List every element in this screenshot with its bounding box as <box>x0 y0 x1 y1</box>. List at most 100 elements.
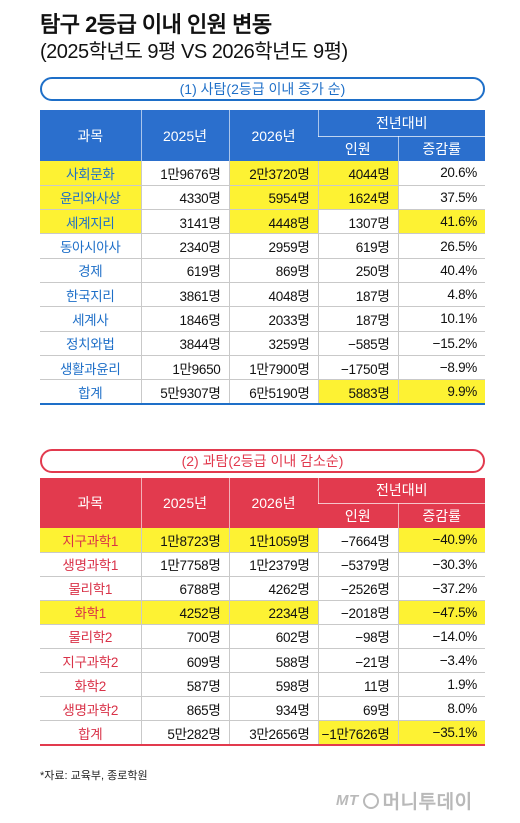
publisher-logo: MT 머니투데이 <box>336 787 473 814</box>
cell-rate: −37.2% <box>397 576 485 601</box>
cell-people: −7664명 <box>317 528 398 553</box>
header-rate: 증감률 <box>397 136 485 161</box>
table-row: 세계사 1846명 2033명 187명 10.1% <box>40 306 485 332</box>
table-row: 생명과학1 1만7758명 1만2379명 −5379명 −30.3% <box>40 552 485 577</box>
cell-rate: 40.4% <box>397 258 485 283</box>
header-people: 인원 <box>318 136 398 161</box>
cell-2025: 4252명 <box>140 600 229 625</box>
cell-people: 250명 <box>317 258 398 283</box>
logo-prefix: MT <box>336 792 359 809</box>
cell-2026: 1만2379명 <box>228 552 318 577</box>
cell-2025: 700명 <box>140 624 229 649</box>
cell-rate: −3.4% <box>397 648 485 674</box>
table-row: 생활과윤리 1만9650 1만7900명 −1750명 −8.9% <box>40 355 485 381</box>
cell-2025: 865명 <box>140 696 229 722</box>
table-row: 세계지리 3141명 4448명 1307명 41.6% <box>40 209 485 235</box>
cell-people: 1624명 <box>317 185 398 211</box>
cell-2025: 6788명 <box>140 576 229 601</box>
cell-rate: −14.0% <box>397 624 485 649</box>
cell-rate: 8.0% <box>397 696 485 722</box>
cell-subject: 경제 <box>40 258 141 283</box>
cell-2025: 587명 <box>140 672 229 698</box>
table-row: 윤리와사상 4330명 5954명 1624명 37.5% <box>40 185 485 211</box>
science-table: 과목 2025년 2026년 전년대비 인원 증감률 지구과학1 1만8723명 1… <box>40 478 485 746</box>
cell-2026: 869명 <box>228 258 318 283</box>
cell-2026: 2234명 <box>228 600 318 625</box>
table-row: 물리학1 6788명 4262명 −2526명 −37.2% <box>40 576 485 601</box>
cell-2026: 934명 <box>228 696 318 722</box>
cell-subject: 동아시아사 <box>40 233 141 259</box>
cell-subject: 지구과학1 <box>40 528 141 553</box>
cell-subject: 물리학2 <box>40 624 141 649</box>
cell-2025: 5만282명 <box>140 720 229 746</box>
cell-rate: 20.6% <box>397 161 485 186</box>
cell-people: 69명 <box>317 696 398 722</box>
table-row: 물리학2 700명 602명 −98명 −14.0% <box>40 624 485 649</box>
cell-rate: −30.3% <box>397 552 485 577</box>
total-row: 합계 5만9307명 6만5190명 5883명 9.9% <box>40 379 485 405</box>
cell-subject: 정치와법 <box>40 331 141 356</box>
cell-2025: 609명 <box>140 648 229 674</box>
page-title: 탐구 2등급 이내 인원 변동 <box>40 12 272 37</box>
header-2026: 2026년 <box>228 110 318 161</box>
header-subject: 과목 <box>40 110 141 161</box>
logo-ring-icon <box>362 792 379 809</box>
cell-2025: 1846명 <box>140 306 229 332</box>
cell-2026: 598명 <box>228 672 318 698</box>
cell-2025: 1만9676명 <box>140 161 229 186</box>
header-subject: 과목 <box>40 478 141 528</box>
table-row: 정치와법 3844명 3259명 −585명 −15.2% <box>40 331 485 356</box>
cell-subject: 한국지리 <box>40 282 141 308</box>
cell-2025: 1만7758명 <box>140 552 229 577</box>
cell-subject: 생활과윤리 <box>40 355 141 381</box>
cell-people: −2526명 <box>317 576 398 601</box>
cell-2025: 619명 <box>140 258 229 283</box>
table-row: 생명과학2 865명 934명 69명 8.0% <box>40 696 485 722</box>
header-yoy: 전년대비 <box>317 110 485 137</box>
header-2025: 2025년 <box>140 110 229 161</box>
cell-rate: 9.9% <box>397 379 485 405</box>
cell-subject: 세계사 <box>40 306 141 332</box>
section-label-science: (2) 과탐(2등급 이내 감소순) <box>40 449 485 473</box>
cell-2026: 588명 <box>228 648 318 674</box>
cell-2026: 2033명 <box>228 306 318 332</box>
social-studies-table: 과목 2025년 2026년 전년대비 인원 증감률 사회문화 1만9676명 2만… <box>40 110 485 405</box>
cell-subject: 합계 <box>40 720 141 746</box>
section-label-social: (1) 사탐(2등급 이내 증가 순) <box>40 77 485 101</box>
cell-subject: 사회문화 <box>40 161 141 186</box>
cell-2026: 602명 <box>228 624 318 649</box>
cell-subject: 지구과학2 <box>40 648 141 674</box>
cell-2025: 1만8723명 <box>140 528 229 553</box>
cell-people: −21명 <box>317 648 398 674</box>
cell-people: 4044명 <box>317 161 398 186</box>
cell-subject: 물리학1 <box>40 576 141 601</box>
cell-2026: 2만3720명 <box>228 161 318 186</box>
cell-rate: 37.5% <box>397 185 485 211</box>
cell-people: −5379명 <box>317 552 398 577</box>
cell-2025: 1만9650 <box>140 355 229 381</box>
cell-people: −1만7626명 <box>317 720 398 746</box>
table-row: 화학2 587명 598명 11명 1.9% <box>40 672 485 698</box>
cell-subject: 세계지리 <box>40 209 141 235</box>
table-row: 동아시아사 2340명 2959명 619명 26.5% <box>40 233 485 259</box>
table-row: 한국지리 3861명 4048명 187명 4.8% <box>40 282 485 308</box>
table-row: 지구과학1 1만8723명 1만1059명 −7664명 −40.9% <box>40 528 485 553</box>
cell-subject: 생명과학2 <box>40 696 141 722</box>
cell-2026: 3만2656명 <box>228 720 318 746</box>
cell-rate: 4.8% <box>397 282 485 308</box>
cell-subject: 화학2 <box>40 672 141 698</box>
page-subtitle: (2025학년도 9평 VS 2026학년도 9평) <box>40 41 348 63</box>
cell-rate: −8.9% <box>397 355 485 381</box>
cell-2026: 3259명 <box>228 331 318 356</box>
total-row: 합계 5만282명 3만2656명 −1만7626명 −35.1% <box>40 720 485 746</box>
cell-rate: 26.5% <box>397 233 485 259</box>
cell-rate: −35.1% <box>397 720 485 746</box>
table-row: 지구과학2 609명 588명 −21명 −3.4% <box>40 648 485 674</box>
cell-people: 11명 <box>317 672 398 698</box>
cell-2026: 4448명 <box>228 209 318 235</box>
cell-people: 1307명 <box>317 209 398 235</box>
table-row: 경제 619명 869명 250명 40.4% <box>40 258 485 283</box>
header-rate: 증감률 <box>397 503 485 528</box>
table-row: 화학1 4252명 2234명 −2018명 −47.5% <box>40 600 485 625</box>
cell-people: −585명 <box>317 331 398 356</box>
